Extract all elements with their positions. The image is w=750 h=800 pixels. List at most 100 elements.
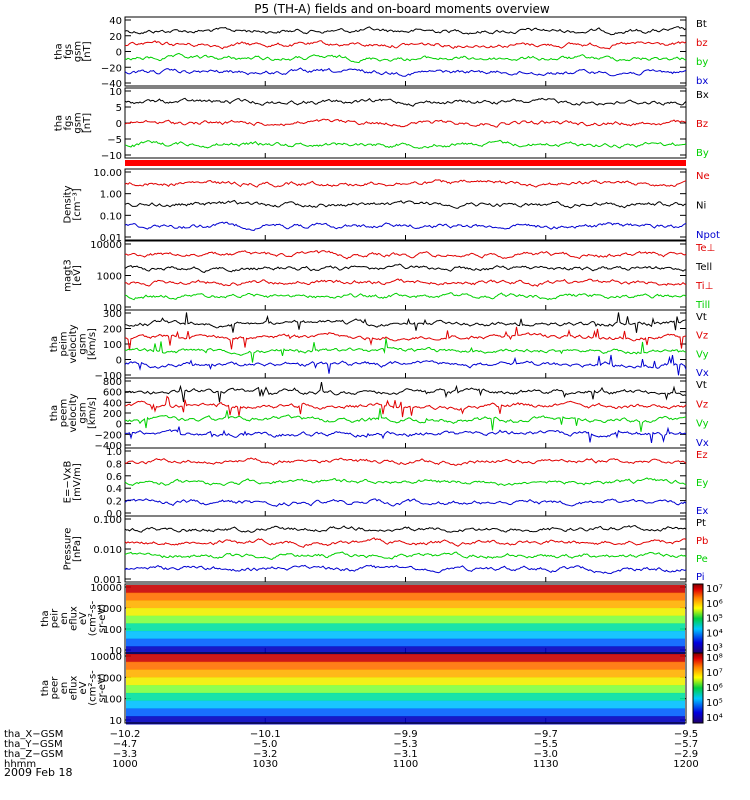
spectrogram-band-peer-spectrogram-5	[126, 692, 685, 702]
ylabel-fgs-gsm-2-0: tha	[54, 115, 65, 131]
ylabel-peer-spectrogram-6: sr-eV)	[97, 673, 108, 702]
spectrogram-band-peir-spectrogram-6	[126, 631, 685, 640]
xaxis-value-1-3: −5.5	[534, 739, 558, 750]
ytick-label-temperature-0: 10000	[90, 240, 122, 251]
xaxis-value-3-1: 1030	[253, 759, 278, 770]
ytick-label-fgs-gsm-2-3: −5	[107, 135, 122, 146]
series-efield-2	[124, 498, 687, 508]
ylabel-peer-spectrogram-4: eV	[78, 681, 89, 694]
xaxis-value-0-3: −9.7	[534, 729, 558, 740]
spectrogram-band-peir-spectrogram-4	[126, 615, 685, 624]
xaxis-value-1-2: −5.3	[393, 739, 417, 750]
series-peim-velocity-0	[124, 312, 687, 333]
series-pressure-1	[124, 537, 687, 548]
series-temperature-2	[124, 278, 687, 287]
ylabel-fgs-gsm-2: gsm	[73, 41, 84, 62]
ylabel-fgs-gsm-2-2: gsm	[73, 112, 84, 133]
ylabel-efield-0: E=−VxB	[63, 461, 74, 504]
xaxis-value-3-4: 1200	[673, 759, 698, 770]
series-pressure-3	[124, 564, 687, 575]
spectrogram-band-peer-spectrogram-3	[126, 677, 685, 686]
ylabel-peir-spectrogram-1: peir	[50, 608, 61, 628]
colorbar-label-peir-spectrogram-2: 10⁵	[706, 614, 723, 625]
xaxis-value-2-0: −3.3	[113, 749, 137, 760]
xaxis-value-2-2: −3.1	[393, 749, 417, 760]
series-fgs-gsm-2-2	[124, 139, 687, 150]
ylabel-temperature-1: [eV]	[72, 265, 83, 286]
legend-peim-velocity-0: Vt	[696, 312, 707, 323]
colorbar-label-peir-spectrogram-4: 10³	[706, 643, 723, 654]
ylabel-peem-velocity-2: velocity	[68, 393, 79, 432]
legend-fgs-gsm-2-1: Bz	[696, 119, 708, 130]
ylabel-peem-velocity-3: gsm	[78, 402, 89, 423]
legend-density-1: Ni	[696, 201, 706, 212]
ylabel-peim-velocity-0: tha	[49, 336, 60, 352]
ylabel-peir-spectrogram-4: eV	[78, 612, 89, 625]
ylabel-peer-spectrogram-5: (cm²-s-	[88, 670, 99, 706]
colorbar-label-peir-spectrogram-1: 10⁶	[706, 599, 723, 610]
series-density-0	[124, 179, 687, 188]
ytick-label-peer-spectrogram-1: 1000	[97, 673, 122, 684]
ylabel-peer-spectrogram-3: eflux	[69, 676, 80, 701]
series-fgs-gsm-1	[124, 40, 687, 50]
legend-fgs-gsm-2: by	[696, 57, 708, 68]
legend-pressure-2: Pe	[696, 554, 708, 565]
legend-fgs-gsm-1: bz	[696, 38, 708, 49]
ytick-label-efield-2: 0.6	[106, 472, 122, 483]
colorbar-label-peer-spectrogram-1: 10⁷	[706, 668, 723, 679]
ytick-label-peir-spectrogram-2: 100	[103, 625, 122, 636]
ylabel-fgs-gsm-1: fgs	[63, 44, 74, 59]
ytick-label-peem-velocity-2: 400	[103, 398, 122, 409]
ytick-label-peem-velocity-0: 800	[103, 377, 122, 388]
ytick-label-fgs-gsm-3: −20	[101, 63, 122, 74]
colorbar-label-peer-spectrogram-4: 10⁴	[706, 713, 723, 724]
legend-peem-velocity-3: Vx	[696, 438, 709, 449]
xaxis-row-label-1: tha_Y−GSM	[4, 739, 63, 750]
ytick-label-pressure-0: 0.100	[93, 515, 122, 526]
colorbar-peer-spectrogram	[692, 652, 704, 724]
ylabel-peim-velocity-1: peim	[59, 331, 70, 356]
ytick-label-peim-velocity-3: 0	[116, 356, 122, 367]
series-fgs-gsm-0	[124, 26, 687, 36]
ytick-label-fgs-gsm-2-4: −10	[101, 151, 122, 162]
legend-pressure-3: Pi	[696, 572, 705, 583]
ytick-label-density-2: 0.10	[100, 211, 122, 222]
series-peem-velocity-1	[124, 395, 687, 418]
ytick-label-fgs-gsm-2-1: 5	[116, 103, 122, 114]
legend-temperature-3: Till	[695, 300, 710, 311]
legend-peim-velocity-1: Vz	[696, 331, 708, 342]
ytick-label-density-3: 0.01	[100, 233, 122, 244]
legend-fgs-gsm-0: Bt	[696, 19, 707, 30]
xaxis-value-2-4: −2.9	[674, 749, 698, 760]
ytick-label-fgs-gsm-0: 40	[109, 16, 122, 27]
legend-fgs-gsm-3: bx	[696, 76, 708, 87]
ylabel-pressure-1: [nPa]	[72, 536, 83, 562]
xaxis-value-1-4: −5.7	[674, 739, 698, 750]
ylabel-peem-velocity-4: [km/s]	[87, 397, 98, 429]
ylabel-peer-spectrogram-2: en	[59, 682, 70, 695]
legend-efield-0: Ez	[696, 450, 708, 461]
spectrogram-band-peir-spectrogram-7	[126, 638, 685, 647]
status-bar	[125, 160, 686, 166]
ytick-label-peir-spectrogram-3: 10	[109, 646, 122, 657]
spectrogram-band-peer-spectrogram-8	[126, 716, 685, 725]
legend-peem-velocity-1: Vz	[696, 399, 708, 410]
xaxis-value-0-1: −10.1	[250, 729, 281, 740]
panel-frame-temperature	[124, 240, 687, 311]
ytick-label-efield-4: 0.2	[106, 497, 122, 508]
ylabel-peer-spectrogram-1: peer	[50, 676, 61, 700]
legend-peim-velocity-3: Vx	[696, 368, 709, 379]
xaxis-value-0-0: −10.2	[110, 729, 141, 740]
series-fgs-gsm-3	[124, 67, 687, 77]
spectrogram-band-peer-spectrogram-6	[126, 700, 685, 709]
spectrogram-band-peer-spectrogram-1	[126, 661, 685, 671]
spectrogram-band-peer-spectrogram-2	[126, 669, 685, 678]
ylabel-peir-spectrogram-0: tha	[40, 610, 51, 626]
ytick-label-peem-velocity-5: −200	[95, 430, 122, 441]
ylabel-peir-spectrogram-3: eflux	[69, 606, 80, 631]
spectrogram-band-peir-spectrogram-3	[126, 608, 685, 617]
legend-peem-velocity-2: Vy	[696, 419, 709, 430]
ytick-label-pressure-1: 0.010	[93, 545, 122, 556]
ytick-label-peer-spectrogram-2: 100	[103, 695, 122, 706]
series-peem-velocity-3	[124, 426, 687, 443]
